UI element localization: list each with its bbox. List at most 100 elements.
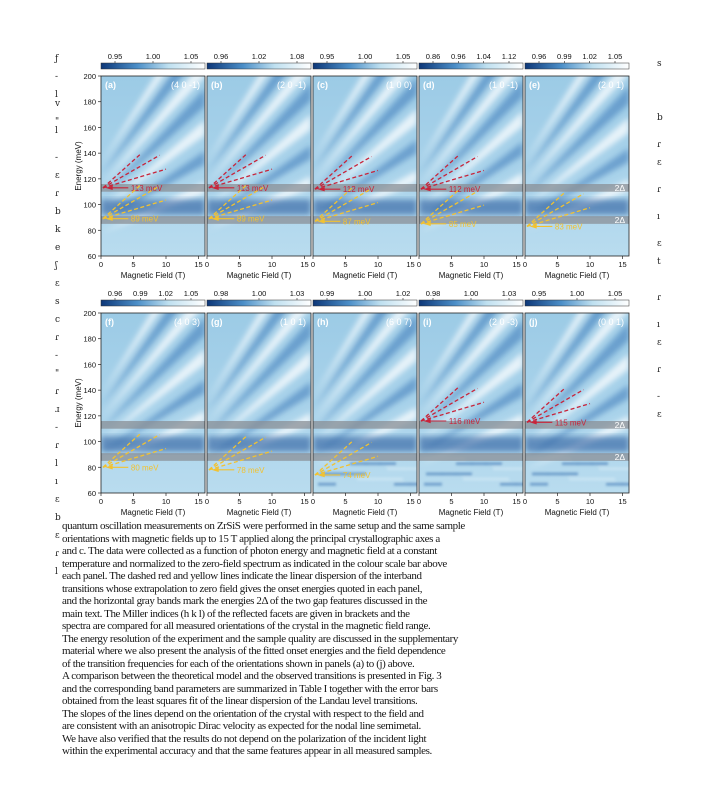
dashed-fit-line (208, 154, 266, 189)
dashed-fit-line (208, 450, 273, 471)
arrow-head (211, 216, 219, 221)
body-line: A comparison between the theoretical mod… (62, 670, 442, 682)
dashed-fit-line (102, 154, 160, 189)
x-axis-label: Magnetic Field (T) (439, 271, 504, 280)
dashed-fit-line (208, 185, 266, 220)
panel-frame (206, 312, 312, 494)
body-line: orientations with magnetic fields up to … (62, 532, 440, 545)
colorbar-tick-label: 1.08 (290, 52, 305, 61)
x-tick-label: 10 (162, 497, 170, 506)
gap-label-2: 2Δ (615, 452, 626, 462)
colorbar-tick-label: 0.99 (557, 52, 572, 61)
dashed-fit-line (102, 168, 167, 189)
colorbar-tick-label: 1.05 (396, 52, 411, 61)
colorbar (206, 62, 312, 70)
x-tick-label: 10 (586, 260, 594, 269)
x-axis-label: Magnetic Field (T) (121, 271, 186, 280)
spectral-map: 112 meV 85 meV (419, 76, 523, 256)
colorbar-tick-label: 1.00 (358, 289, 373, 298)
gap-band (101, 216, 205, 224)
dashed-fit-line (314, 155, 353, 190)
x-tick-label: 10 (480, 497, 488, 506)
colorbar-tick-label: 1.05 (184, 289, 199, 298)
x-tick-label: 15 (194, 497, 202, 506)
spectral-map: 112 meV 87 meV (313, 76, 417, 256)
y-tick-label: 80 (88, 226, 96, 235)
y-tick-label: 200 (83, 309, 96, 318)
onset-label: 116 meV (449, 417, 481, 426)
gap-band (525, 184, 629, 192)
x-tick-label: 5 (343, 260, 347, 269)
panel-frame (524, 312, 630, 494)
x-axis-label: Magnetic Field (T) (333, 508, 398, 517)
gap-band (207, 453, 311, 461)
body-line: of the transition frequencies for each o… (62, 657, 415, 670)
x-tick-label: 0 (99, 497, 103, 506)
onset-label: 89 meV (131, 215, 159, 224)
body-line: The energy resolution of the experiment … (62, 632, 458, 645)
body-line: are consistent with an anisotropic Dirac… (62, 720, 421, 732)
onset-label: 112 meV (343, 185, 375, 194)
dashed-fit-line (420, 204, 485, 225)
onset-label: 115 meV (555, 418, 587, 427)
dashed-fit-line (420, 155, 478, 190)
gap-band (207, 421, 311, 429)
dashed-fit-line (208, 199, 273, 220)
dashed-fit-line (208, 184, 247, 220)
arrow-head (211, 467, 219, 473)
dashed-fit-line (420, 387, 459, 422)
panel-b: 0.96 1.02 1.08 113 meV 89 meV (b) (2 0 -1) 0 5 10… (205, 52, 312, 280)
x-tick-label: 5 (449, 497, 453, 506)
right-margin-text: s b ɾ ɛ ɾ ı ɛ t ɾ ı ɛ ɾ - ɛ (657, 59, 663, 420)
colorbar-tick-label: 1.00 (570, 289, 585, 298)
panel-i: 0.98 1.00 1.03 116 meV (i) (2 0 -3) 0 5 10 15 Magn… (417, 289, 524, 517)
y-tick-label: 120 (83, 175, 96, 184)
dashed-fit-line (102, 447, 167, 468)
colorbar-tick-label: 0.95 (108, 52, 123, 61)
colorbar (312, 62, 418, 70)
y-tick-label: 160 (83, 360, 96, 369)
onset-label: 89 meV (237, 215, 265, 224)
colorbar-tick-label: 1.05 (608, 52, 623, 61)
dashed-fit-line (314, 187, 353, 222)
dashed-fit-line (420, 169, 485, 190)
colorbar-tick-label: 1.05 (608, 289, 623, 298)
panel-letter: (j) (529, 317, 538, 327)
dashed-fit-line (102, 154, 141, 189)
dashed-fit-line (208, 154, 247, 189)
onset-label: 83 meV (555, 222, 583, 231)
dashed-fit-line (208, 436, 266, 471)
x-tick-label: 0 (205, 497, 209, 506)
panel-letter: (c) (317, 80, 328, 90)
x-tick-label: 15 (300, 497, 308, 506)
colorbar-tick-label: 1.00 (146, 52, 161, 61)
spectral-map: 115 meV 2Δ 2Δ (525, 313, 629, 493)
body-line: temperature and normalized to the zero-f… (62, 557, 447, 570)
y-axis-label: Energy (meV) (74, 141, 83, 191)
colorbar-tick-label: 1.00 (358, 52, 373, 61)
gap-label-2: 2Δ (615, 215, 626, 225)
gap-band (525, 453, 629, 461)
dashed-fit-line (102, 433, 141, 468)
gap-band (207, 216, 311, 224)
x-tick-label: 15 (406, 497, 414, 506)
dashed-fit-line (314, 155, 372, 190)
dashed-fit-line (526, 193, 584, 227)
dashed-fit-line (102, 185, 160, 220)
spectral-map: 74 meV (313, 313, 417, 493)
panel-letter: (i) (423, 317, 432, 327)
onset-label: 74 meV (343, 471, 371, 480)
gap-band (313, 216, 417, 224)
dashed-fit-line (102, 434, 160, 468)
y-tick-label: 140 (83, 386, 96, 395)
colorbar-tick-label: 0.98 (426, 289, 441, 298)
gap-band (207, 184, 311, 192)
body-line: main text. The Miller indices (h k l) of… (62, 607, 410, 620)
arrow-head (317, 219, 325, 224)
onset-label: 85 meV (449, 220, 477, 229)
panel-c: 0.95 1.00 1.05 112 meV 87 meV (c) (1 0 0) 0 5 10 1… (311, 52, 418, 280)
x-axis-label: Magnetic Field (T) (227, 508, 292, 517)
colorbar-tick-label: 1.02 (582, 52, 597, 61)
dashed-fit-line (314, 201, 379, 222)
panel-h: 0.99 1.00 1.02 74 meV (h) (6 0 7) 0 5 10 15 Magnet… (311, 289, 418, 517)
